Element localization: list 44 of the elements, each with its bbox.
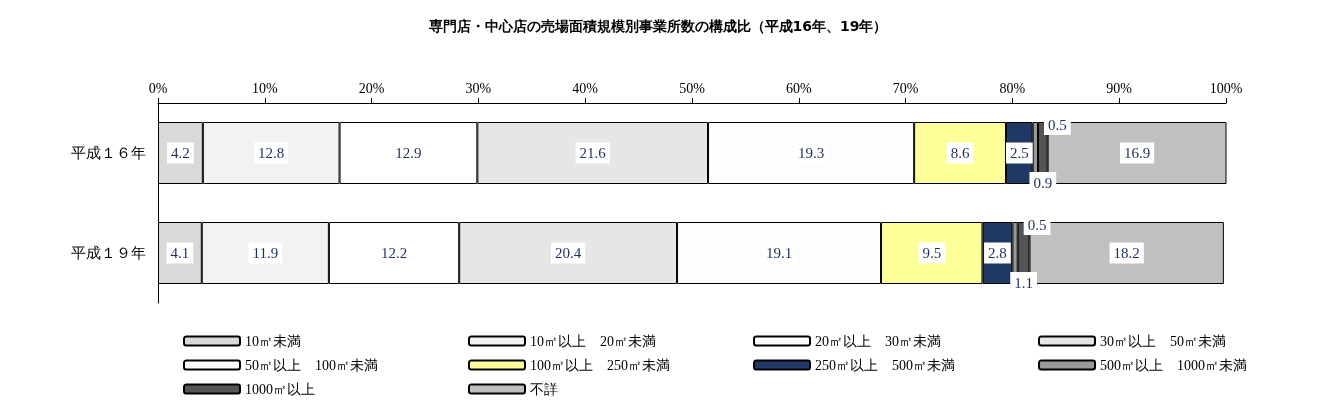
legend-label: 1000㎡以上	[245, 381, 315, 397]
data-label: 12.8	[258, 145, 285, 161]
data-label: 19.3	[797, 145, 825, 161]
data-label: 0.5	[1027, 216, 1047, 233]
legend-label: 10㎡未満	[245, 333, 301, 349]
data-label: 2.5	[1009, 145, 1029, 161]
y-tick-label: 平成１９年	[71, 245, 146, 261]
data-label: 1.1	[1014, 274, 1033, 291]
data-label: 4.2	[171, 145, 190, 161]
x-tick-label: 60%	[785, 80, 812, 96]
x-tick-label: 30%	[465, 80, 492, 96]
data-label: 11.9	[252, 245, 279, 261]
data-label: 12.2	[380, 245, 408, 261]
data-label: 16.9	[1123, 145, 1151, 161]
legend-label: 不詳	[530, 381, 558, 397]
x-tick-label: 40%	[572, 80, 599, 96]
legend-label: 30㎡以上 50㎡未満	[1100, 333, 1226, 349]
data-label: 9.5	[922, 245, 942, 261]
x-tick-label: 10%	[251, 80, 278, 96]
data-label: 12.9	[395, 145, 422, 161]
legend-label: 50㎡以上 100㎡未満	[245, 357, 378, 373]
x-tick-label: 100%	[1209, 80, 1243, 96]
x-tick-label: 80%	[999, 80, 1026, 96]
data-label: 18.2	[1113, 245, 1140, 261]
x-tick-label: 20%	[358, 80, 385, 96]
legend-label: 250㎡以上 500㎡未満	[815, 357, 955, 373]
y-tick-label: 平成１６年	[71, 145, 146, 161]
data-label: 0.5	[1047, 116, 1067, 133]
data-label: 20.4	[554, 245, 582, 261]
x-tick-label: 70%	[892, 80, 919, 96]
data-label: 2.8	[988, 245, 1007, 261]
data-label: 21.6	[579, 145, 607, 161]
data-label: 8.6	[950, 145, 970, 161]
x-tick-label: 0%	[148, 80, 168, 96]
data-label: 4.1	[170, 245, 190, 261]
legend-label: 100㎡以上 250㎡未満	[530, 357, 670, 373]
legend-label: 10㎡以上 20㎡未満	[530, 333, 656, 349]
legend-label: 20㎡以上 30㎡未満	[815, 333, 941, 349]
chart-title: 専門店・中心店の売場面積規模別事業所数の構成比（平成16年、19年）	[427, 18, 888, 34]
legend-label: 500㎡以上 1000㎡未満	[1100, 357, 1247, 373]
x-tick-label: 50%	[679, 80, 706, 96]
data-label: 19.1	[765, 245, 793, 261]
x-tick-label: 90%	[1106, 80, 1133, 96]
data-label: 0.9	[1033, 174, 1053, 191]
